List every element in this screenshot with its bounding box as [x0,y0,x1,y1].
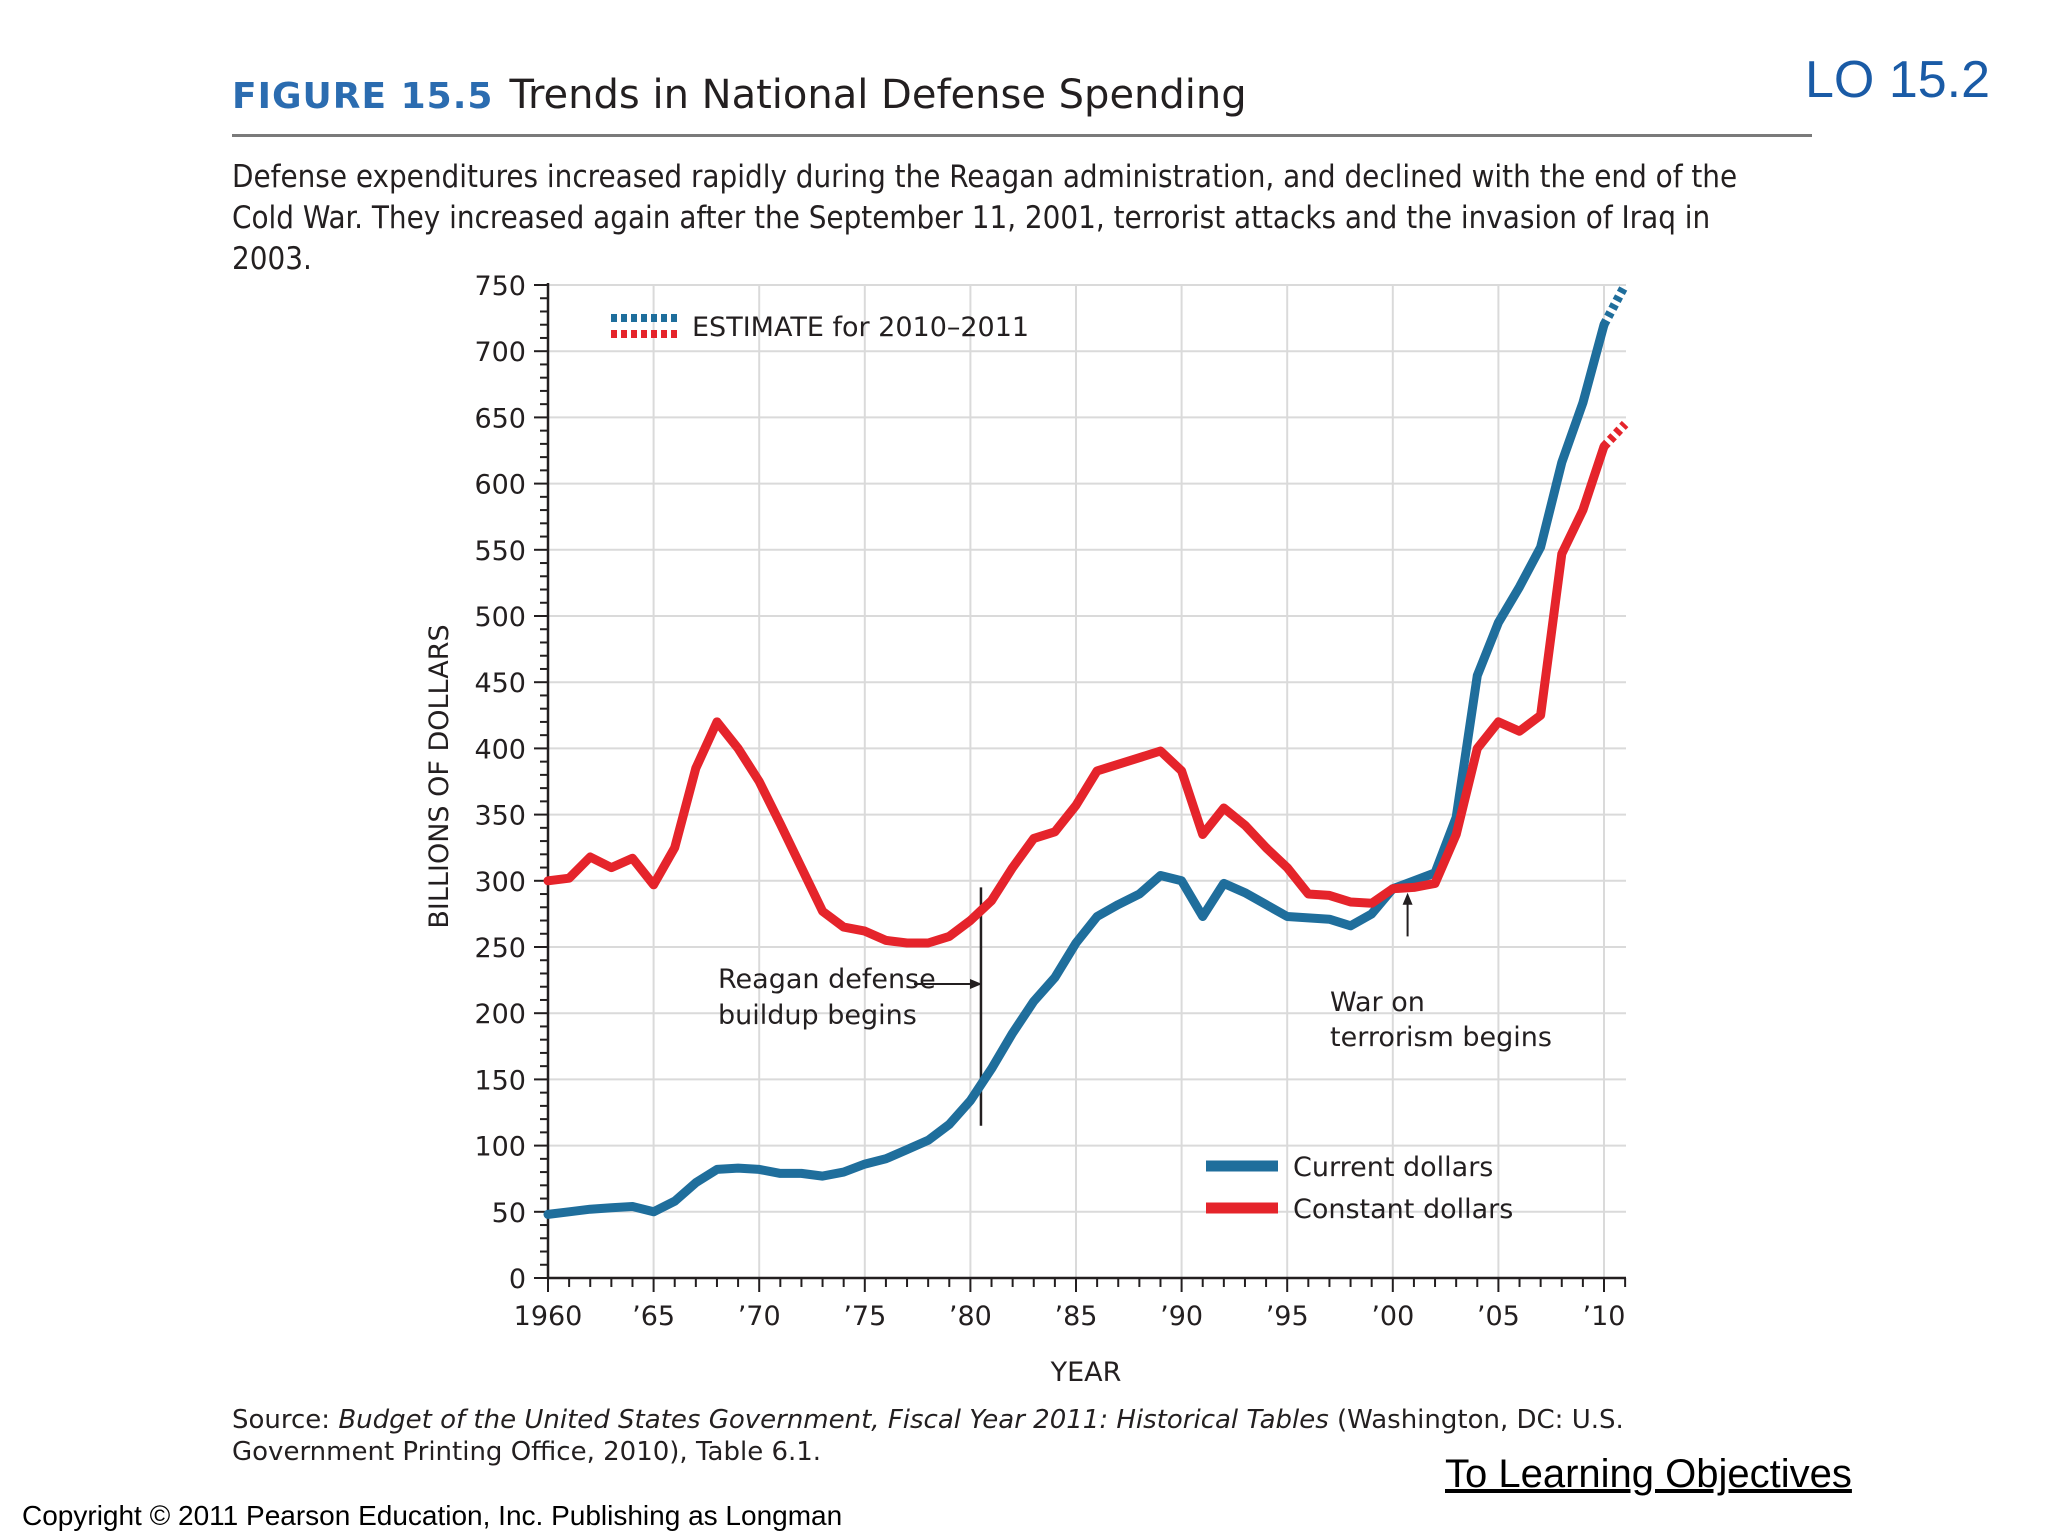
figure-label: FIGURE 15.5 [232,76,494,117]
source-rest: (Washington, DC: U.S. Government Printin… [232,1405,1624,1467]
figure-header: FIGURE 15.5 Trends in National Defense Sp… [232,72,1812,137]
x-tick-label: 1960 [514,1301,583,1332]
y-tick-label: 250 [474,933,526,964]
y-tick-label: 50 [492,1198,526,1229]
annotation-text: terrorism begins [1330,1022,1552,1053]
current-dollars-line [543,320,1609,1219]
y-tick-label: 100 [474,1132,526,1163]
figure-caption: Defense expenditures increased rapidly d… [232,159,1738,277]
x-tick-label: ’65 [632,1301,675,1332]
source-prefix: Source: [232,1405,339,1435]
x-tick-label: ’85 [1055,1301,1098,1332]
y-tick-label: 700 [474,337,526,368]
annotation-text: buildup begins [718,1000,917,1031]
y-tick-label: 0 [509,1264,526,1295]
annotation-text: War on [1330,987,1425,1018]
current-estimate-line [1600,282,1630,327]
y-tick-label: 450 [474,668,526,699]
y-tick-label: 200 [474,999,526,1030]
annotation-text: Reagan defense [718,964,936,995]
reagan-annotation: Reagan defense buildup begins [718,964,982,1031]
constant-dollars-line [543,442,1609,948]
y-tick-label: 400 [474,734,526,765]
terrorism-annotation: War on terrorism begins [1330,892,1552,1053]
x-tick-label: ’05 [1477,1301,1520,1332]
x-tick-label: ’95 [1266,1301,1309,1332]
x-axis-title: YEAR [1050,1357,1122,1388]
y-tick-label: 650 [474,403,526,434]
x-tick-label: ’00 [1371,1301,1414,1332]
x-tick-label: ’75 [843,1301,886,1332]
x-ticks: 1960 ’65 ’70 ’75 ’80 ’85 ’90 ’95 ’00 ’05 ’10 [514,1278,1627,1332]
y-ticks: 0 50 100 150 200 250 300 350 400 450 500 550 600 650 7… [474,271,548,1295]
figure-title: Trends in National Defense Spending [509,72,1247,118]
estimate-label: ESTIMATE for 2010–2011 [692,312,1029,343]
y-tick-label: 550 [474,536,526,567]
y-tick-label: 150 [474,1065,526,1096]
source-title: Budget of the United States Government, … [338,1405,1329,1435]
annotation-arrowhead [1402,892,1413,905]
y-tick-label: 750 [474,271,526,302]
y-tick-label: 350 [474,801,526,832]
legend-label: Constant dollars [1293,1194,1513,1225]
copyright-notice: Copyright © 2011 Pearson Education, Inc.… [22,1500,843,1531]
legend-label: Current dollars [1293,1152,1493,1183]
x-tick-label: ’80 [949,1301,992,1332]
defense-spending-chart: 0 50 100 150 200 250 300 350 400 450 500 550 600 650 7… [424,271,1630,1388]
source-note: Source: Budget of the United States Gove… [232,1404,1752,1468]
y-axis-title: BILLIONS OF DOLLARS [424,624,455,928]
x-tick-label: ’10 [1583,1301,1626,1332]
annotation-arrowhead [970,979,982,989]
x-tick-label: ’70 [738,1301,781,1332]
y-tick-label: 500 [474,602,526,633]
lo-tag: LO 15.2 [1805,51,1991,109]
y-tick-label: 300 [474,867,526,898]
series-legend: Current dollars Constant dollars [1206,1152,1513,1225]
estimate-legend: ESTIMATE for 2010–2011 [611,312,1029,343]
to-learning-objectives-link[interactable]: To Learning Objectives [1445,1452,1852,1496]
x-tick-label: ’90 [1160,1301,1203,1332]
y-tick-label: 600 [474,470,526,501]
